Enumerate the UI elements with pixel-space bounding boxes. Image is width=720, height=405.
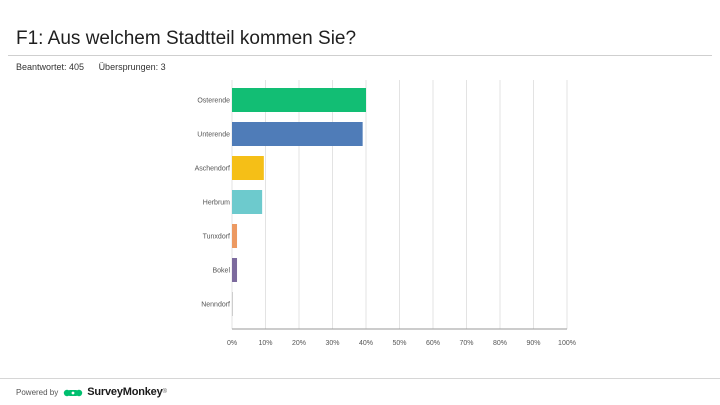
x-tick-label: 50% — [392, 340, 406, 347]
chart-bars — [232, 88, 366, 316]
x-tick-label: 100% — [558, 340, 576, 347]
bar-nenndorf[interactable] — [232, 292, 233, 316]
footer: Powered by SurveyMonkey ® — [16, 386, 167, 398]
brand-registered-mark: ® — [162, 389, 167, 395]
page-title: F1: Aus welchem Stadtteil kommen Sie? — [16, 28, 357, 49]
brand-name[interactable]: SurveyMonkey — [87, 386, 163, 398]
category-label: Nenndorf — [201, 302, 230, 309]
surveymonkey-logo-icon — [64, 389, 83, 396]
title-divider — [8, 55, 712, 56]
category-label: Herbrum — [203, 200, 230, 207]
x-tick-label: 80% — [493, 340, 507, 347]
chart-category-labels: Osterende Unterende Aschendorf Herbrum Tunxd… — [195, 98, 231, 309]
bar-unterende[interactable] — [232, 122, 363, 146]
x-tick-label: 70% — [459, 340, 473, 347]
chart-tick-labels: 0% 10% 20% 30% 40% 50% 60% 70% 80% 90% 100% — [227, 340, 576, 347]
category-label: Aschendorf — [195, 166, 230, 173]
answered-count: Beantwortet: 405 — [16, 62, 85, 72]
x-tick-label: 60% — [426, 340, 440, 347]
category-label: Tunxdorf — [203, 234, 230, 241]
x-tick-label: 0% — [227, 340, 237, 347]
x-tick-label: 90% — [526, 340, 540, 347]
category-label: Unterende — [197, 132, 230, 139]
powered-by-label: Powered by — [16, 387, 59, 397]
x-tick-label: 10% — [258, 340, 272, 347]
bar-aschendorf[interactable] — [232, 156, 264, 180]
category-label: Osterende — [197, 98, 230, 105]
x-tick-label: 40% — [359, 340, 373, 347]
skipped-count: Übersprungen: 3 — [98, 62, 166, 72]
x-tick-label: 20% — [292, 340, 306, 347]
category-label: Bokel — [212, 268, 230, 275]
response-stats: Beantwortet: 405 Übersprungen: 3 — [16, 62, 178, 72]
bar-tunxdorf[interactable] — [232, 224, 238, 248]
x-tick-label: 30% — [325, 340, 339, 347]
chart-gridlines — [231, 80, 568, 330]
bar-bokel[interactable] — [232, 258, 238, 282]
bar-herbrum[interactable] — [232, 190, 263, 214]
bar-osterende[interactable] — [232, 88, 366, 112]
footer-divider — [0, 378, 720, 379]
